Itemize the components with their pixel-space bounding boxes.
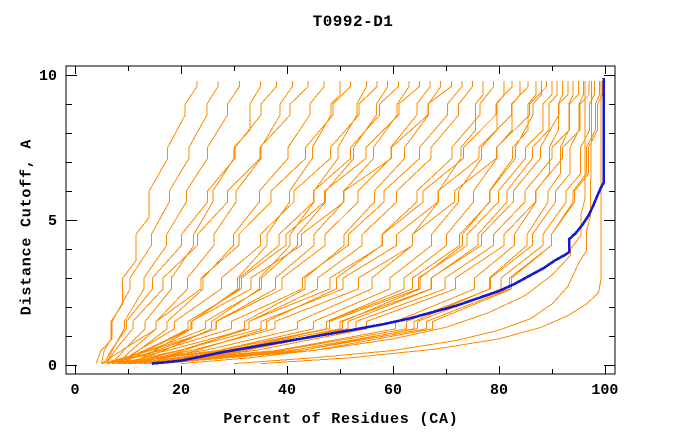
model-curve: [133, 80, 579, 365]
model-curve: [138, 80, 442, 365]
model-curve: [127, 80, 367, 365]
model-curve: [95, 80, 219, 364]
model-curve: [117, 80, 452, 365]
curves-group: [95, 77, 606, 365]
model-curve: [106, 80, 240, 364]
model-curve: [112, 80, 484, 365]
model-curve: [106, 80, 309, 364]
x-tick-label: 100: [591, 382, 618, 399]
model-curve: [106, 80, 389, 365]
model-curve: [122, 80, 505, 365]
model-curve: [122, 80, 563, 365]
model-curve: [180, 80, 586, 365]
model-curve: [133, 80, 399, 365]
x-tick-label: 40: [278, 382, 296, 399]
y-tick-label: 5: [48, 213, 57, 230]
model-curve: [111, 80, 341, 365]
model-curve: [143, 80, 590, 365]
model-curve: [122, 80, 325, 364]
model-curve: [106, 80, 463, 365]
model-curve: [117, 80, 585, 365]
model-curve: [101, 80, 431, 365]
y-axis-title: Distance Cutoff, A: [18, 138, 36, 316]
x-axis-title: Percent of Residues (CA): [223, 411, 459, 428]
model-curve: [122, 80, 420, 365]
model-curve: [127, 80, 595, 365]
model-curve: [127, 80, 548, 365]
model-curve: [103, 80, 277, 364]
model-curve: [159, 80, 601, 365]
y-tick-label: 0: [48, 358, 57, 375]
model-curve: [233, 80, 593, 365]
chart-title: T0992-D1: [312, 13, 394, 31]
model-curve: [260, 80, 602, 365]
model-curve: [117, 80, 378, 365]
model-curve: [101, 80, 352, 365]
model-curve: [143, 80, 495, 365]
x-tick-label: 20: [172, 382, 190, 399]
x-tick-label: 0: [71, 382, 80, 399]
model-curve: [138, 80, 558, 365]
model-curve: [138, 80, 603, 365]
model-curve: [149, 80, 537, 365]
model-curve: [111, 80, 261, 364]
model-curve: [112, 80, 569, 365]
y-tick-label: 10: [39, 68, 57, 85]
model-curve: [117, 80, 529, 365]
best-model-curve: [151, 77, 606, 365]
x-tick-label: 60: [384, 382, 402, 399]
x-tick-label: 80: [490, 382, 508, 399]
model-curve: [106, 80, 553, 365]
model-curve: [106, 80, 513, 365]
model-curve: [112, 80, 542, 365]
model-curve: [101, 80, 198, 364]
